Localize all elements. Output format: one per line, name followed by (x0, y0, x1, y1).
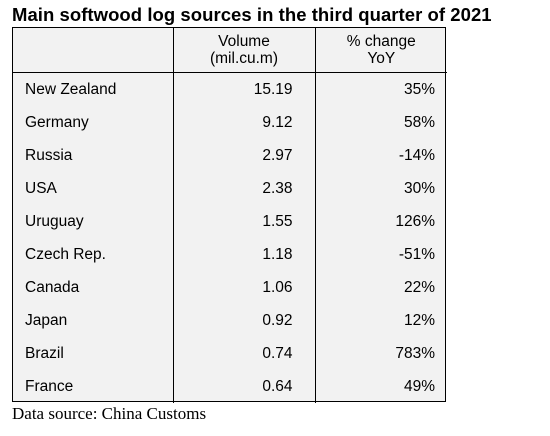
change-cell: 30% (314, 172, 447, 205)
country-cell: Japan (25, 311, 68, 329)
country-cell: New Zealand (25, 80, 117, 98)
country-cell: Russia (25, 146, 73, 164)
table-row: France 0.64 49% (13, 370, 447, 403)
table-row: USA 2.38 30% (13, 172, 447, 205)
change-cell: -14% (314, 139, 447, 172)
table-header-row: Volume (mil.cu.m) % change YoY (13, 28, 447, 73)
header-volume-line2: (mil.cu.m) (209, 50, 279, 67)
table-row: Russia 2.97 -14% (13, 139, 447, 172)
table-row: Canada 1.06 22% (13, 271, 447, 304)
volume-cell: 2.38 (172, 172, 315, 205)
country-cell: France (25, 377, 74, 395)
data-table-container: Volume (mil.cu.m) % change YoY New Zeala… (12, 27, 447, 403)
volume-cell: 0.64 (172, 370, 315, 403)
change-cell: 783% (314, 337, 447, 370)
data-source-note: Data source: China Customs (12, 404, 207, 423)
country-cell: Canada (25, 278, 80, 296)
volume-cell: 1.06 (172, 271, 315, 304)
volume-cell: 2.97 (172, 139, 315, 172)
change-cell: 35% (314, 72, 447, 106)
header-country (13, 28, 173, 73)
header-volume: Volume (mil.cu.m) (172, 28, 315, 73)
change-cell: -51% (314, 238, 447, 271)
change-cell: 22% (314, 271, 447, 304)
table-row: New Zealand 15.19 35% (13, 72, 447, 106)
country-cell: Czech Rep. (25, 245, 106, 263)
volume-cell: 0.74 (172, 337, 315, 370)
volume-cell: 9.12 (172, 106, 315, 139)
change-cell: 58% (314, 106, 447, 139)
page-title: Main softwood log sources in the third q… (12, 4, 492, 25)
change-cell: 126% (314, 205, 447, 238)
country-cell: USA (25, 179, 57, 197)
change-cell: 12% (314, 304, 447, 337)
volume-cell: 1.55 (172, 205, 315, 238)
table-row: Germany 9.12 58% (13, 106, 447, 139)
change-cell: 49% (314, 370, 447, 403)
volume-cell: 1.18 (172, 238, 315, 271)
country-cell: Brazil (25, 344, 64, 362)
header-change: % change YoY (314, 28, 447, 73)
table-row: Uruguay 1.55 126% (13, 205, 447, 238)
softwood-log-sources-table: Volume (mil.cu.m) % change YoY New Zeala… (13, 28, 447, 403)
header-change-line2: YoY (367, 50, 396, 67)
country-cell: Uruguay (25, 212, 84, 230)
table-row: Brazil 0.74 783% (13, 337, 447, 370)
volume-cell: 15.19 (172, 72, 315, 106)
country-cell: Germany (25, 113, 89, 131)
header-change-line1: % change (346, 33, 416, 50)
volume-cell: 0.92 (172, 304, 315, 337)
header-volume-line1: Volume (218, 33, 270, 50)
table-row: Japan 0.92 12% (13, 304, 447, 337)
table-row: Czech Rep. 1.18 -51% (13, 238, 447, 271)
